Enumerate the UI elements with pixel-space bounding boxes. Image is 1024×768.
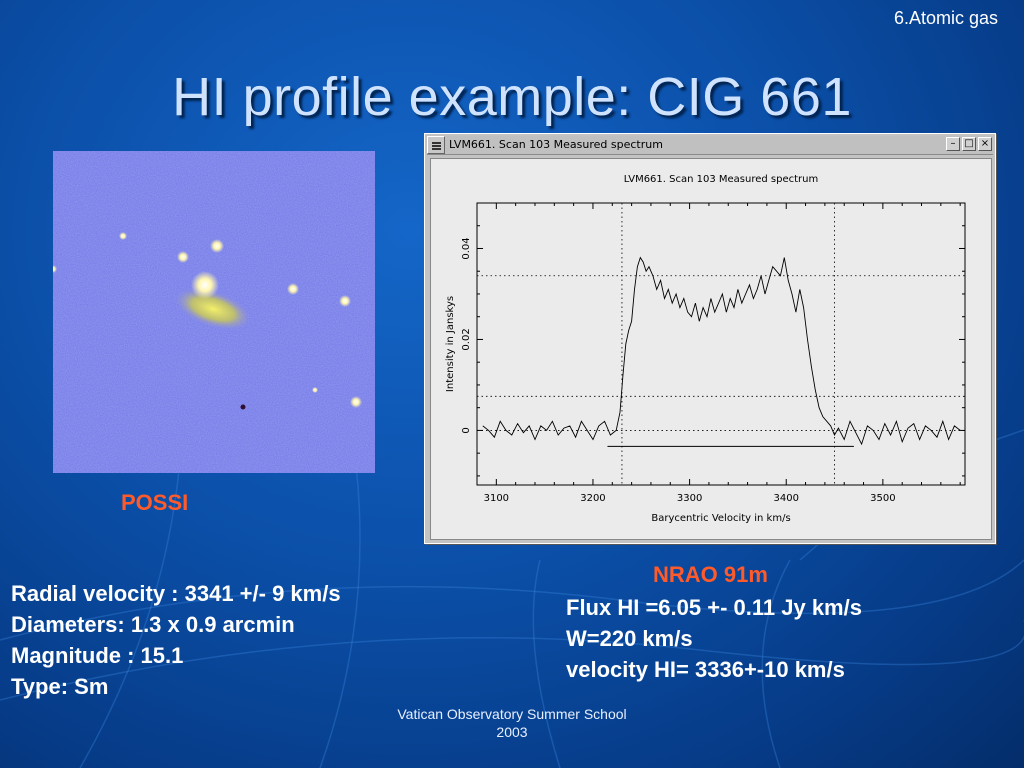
image-caption: POSSI xyxy=(121,490,189,515)
footer-line-1: Vatican Observatory Summer School xyxy=(397,706,627,722)
spectrum-window: LVM661. Scan 103 Measured spectrum – □ ×… xyxy=(424,133,996,544)
width-text: W=220 km/s xyxy=(566,626,693,651)
type-text: Type: Sm xyxy=(11,674,109,699)
velocity-hi-text: velocity HI= 3336+-10 km/s xyxy=(566,657,845,682)
x-axis-label: Barycentric Velocity in km/s xyxy=(651,513,790,524)
x-tick-label: 3200 xyxy=(580,493,605,504)
x-tick-label: 3400 xyxy=(774,493,799,504)
close-icon[interactable]: × xyxy=(978,137,992,151)
magnitude-text: Magnitude : 15.1 xyxy=(11,643,184,668)
chart-title: LVM661. Scan 103 Measured spectrum xyxy=(624,174,819,185)
diameters-text: Diameters: 1.3 x 0.9 arcmin xyxy=(11,612,295,637)
radial-velocity-text: Radial velocity : 3341 +/- 9 km/s xyxy=(11,581,341,606)
x-tick-label: 3100 xyxy=(484,493,509,504)
y-tick-label: 0.02 xyxy=(461,328,472,350)
section-label: 6.Atomic gas xyxy=(893,8,998,28)
slide-title: HI profile example: CIG 661 xyxy=(172,67,852,127)
x-tick-label: 3300 xyxy=(677,493,702,504)
maximize-icon[interactable]: □ xyxy=(962,137,976,151)
hi-measurements: Flux HI =6.05 +- 0.11 Jy km/s W=220 km/s… xyxy=(566,592,862,685)
x-tick-label: 3500 xyxy=(870,493,895,504)
minimize-icon[interactable]: – xyxy=(946,137,960,151)
plot-frame xyxy=(476,202,966,486)
plot-area: LVM661. Scan 103 Measured spectrum 3100 3… xyxy=(430,158,992,540)
galaxy-image xyxy=(53,151,375,473)
window-titlebar[interactable]: LVM661. Scan 103 Measured spectrum – □ × xyxy=(427,136,993,155)
footer-line-2: 2003 xyxy=(496,724,528,740)
galaxy-properties: Radial velocity : 3341 +/- 9 km/s Diamet… xyxy=(11,578,341,702)
window-title: LVM661. Scan 103 Measured spectrum xyxy=(449,138,663,151)
hi-spectrum-chart: LVM661. Scan 103 Measured spectrum 3100 3… xyxy=(445,174,966,524)
spectrum-line xyxy=(482,256,961,446)
telescope-label: NRAO 91m xyxy=(653,562,768,587)
footer: Vatican Observatory Summer School 2003 xyxy=(362,705,662,741)
y-tick-label: 0 xyxy=(461,427,472,433)
y-axis-label: Intensity in Janskys xyxy=(445,296,456,392)
y-tick-label: 0.04 xyxy=(461,237,472,259)
flux-hi-text: Flux HI =6.05 +- 0.11 Jy km/s xyxy=(566,595,862,620)
window-menu-icon[interactable] xyxy=(427,136,445,154)
